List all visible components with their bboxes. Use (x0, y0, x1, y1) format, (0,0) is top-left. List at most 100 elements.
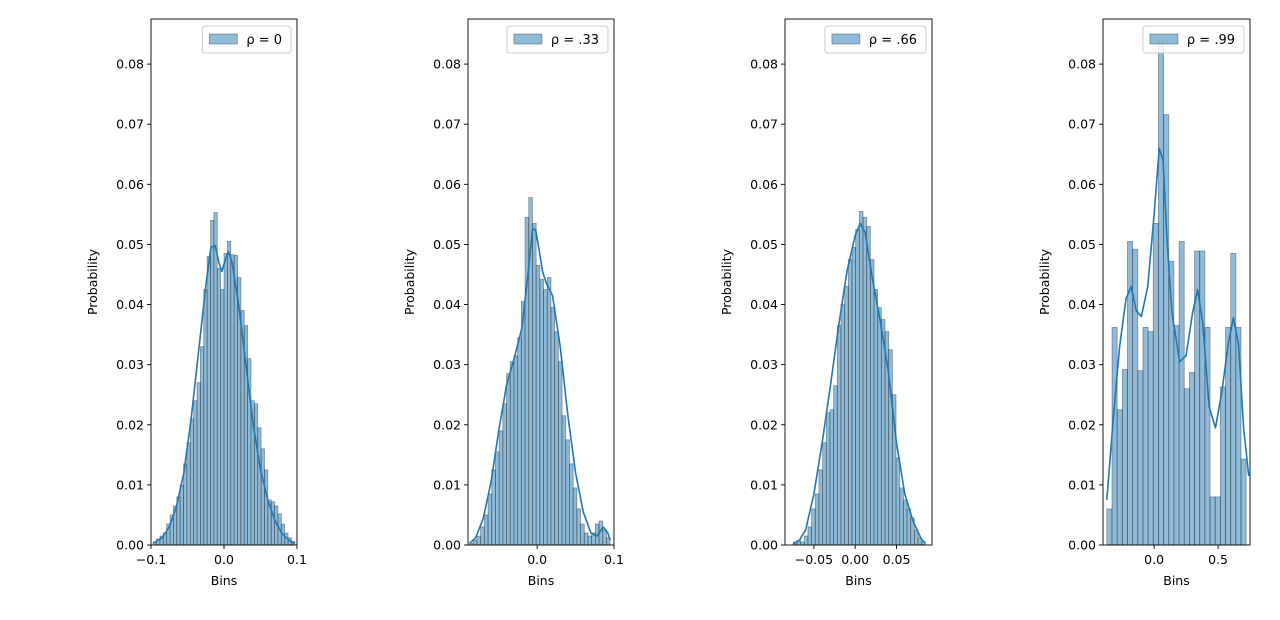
y-tick-label: 0.00 (750, 538, 778, 553)
histogram-bar (877, 307, 882, 546)
histogram-bar (472, 539, 478, 546)
y-tick-label: 0.07 (750, 117, 778, 132)
legend-box (824, 25, 927, 54)
histogram-bar (580, 523, 585, 546)
histogram-bar (1219, 386, 1226, 546)
histogram-bar (220, 289, 225, 546)
y-tick-label: 0.02 (433, 417, 461, 432)
y-tick-label: 0.04 (116, 297, 144, 312)
x-axis-label: Bins (845, 573, 871, 588)
y-axis-label: Probability (402, 248, 417, 315)
histogram-bar (506, 373, 511, 546)
kde-line (792, 222, 926, 545)
histogram-bar (1147, 331, 1154, 546)
histogram-bar (583, 532, 589, 546)
legend-label: ρ = 0 (246, 33, 282, 48)
x-tick-label: 0.0 (214, 552, 234, 567)
legend-swatch (831, 33, 861, 45)
y-tick-label: 0.08 (116, 57, 144, 72)
histogram-bar (818, 469, 824, 546)
y-tick-label: 0.06 (116, 177, 144, 192)
histogram-bar (183, 463, 188, 546)
histogram-bar (833, 385, 838, 546)
histogram-bar (502, 403, 507, 546)
histogram-bar (1209, 496, 1216, 546)
histogram-bar (873, 289, 879, 546)
histogram-bar (1116, 409, 1123, 546)
legend-box (1142, 25, 1245, 54)
histogram-bar (561, 415, 567, 546)
legend-swatch (513, 33, 543, 45)
histogram-bar (899, 487, 904, 546)
y-axis-label: Probability (85, 248, 100, 315)
axes-frame (467, 18, 615, 546)
x-tick-label: −0.05 (795, 552, 833, 567)
subplot-3: 0.00 0.01 0.02 0.03 0.04 0.05 0.06 0.07 0.08 −0.0… (719, 18, 933, 588)
y-tick-label: 0.02 (116, 417, 144, 432)
histogram-bar (822, 442, 827, 546)
histogram-bar (260, 448, 265, 546)
y-tick-label: 0.04 (433, 297, 461, 312)
histogram-bar (223, 253, 228, 546)
y-tick-label: 0.00 (1068, 538, 1096, 553)
histogram-bar (862, 216, 868, 546)
histogram-bar (1183, 388, 1190, 546)
histogram-bar (543, 289, 548, 546)
y-tick-label: 0.00 (116, 538, 144, 553)
x-axis-label: Bins (528, 573, 554, 588)
histogram-bar (800, 541, 805, 546)
histogram-bar (1106, 508, 1113, 546)
histogram-bar (814, 493, 820, 546)
x-axis-label: Bins (211, 573, 237, 588)
histogram-bar (203, 289, 208, 546)
histogram-bar (226, 241, 232, 546)
x-axis-label: Bins (1163, 573, 1189, 588)
histogram-bar (847, 259, 853, 546)
histogram-bar (1240, 458, 1247, 546)
legend-label: ρ = .99 (1187, 33, 1235, 48)
histogram-bar (851, 247, 857, 546)
histogram-bar (1152, 222, 1159, 546)
x-tick-label: 0.0 (527, 552, 547, 567)
y-axis-label: Probability (719, 248, 734, 315)
y-tick-label: 0.01 (1068, 477, 1096, 492)
histogram-bar (532, 222, 537, 546)
x-tick-label: 0.05 (883, 552, 911, 567)
histogram-bar (1121, 369, 1128, 546)
legend: ρ = .66 (824, 25, 927, 54)
y-tick-label: 0.08 (433, 57, 461, 72)
histogram-bar (880, 319, 886, 546)
histogram-bar (546, 277, 552, 546)
y-tick-label: 0.07 (1068, 117, 1096, 132)
x-tick-label: 0.1 (604, 552, 624, 567)
histogram-bar (495, 451, 500, 546)
y-axis-label: Probability (1037, 248, 1052, 315)
histogram-bar (858, 210, 864, 546)
histogram-bar (1214, 496, 1221, 546)
y-tick-label: 0.05 (750, 237, 778, 252)
histogram-bar (602, 529, 607, 546)
histogram-bar (844, 286, 849, 546)
y-tick-label: 0.01 (750, 477, 778, 492)
y-tick-label: 0.03 (750, 357, 778, 372)
histogram-bar (189, 418, 195, 546)
histogram-bar (572, 487, 578, 546)
histogram-bar (1158, 40, 1164, 546)
histogram-bar (230, 254, 235, 546)
histogram-bar (1189, 372, 1195, 546)
histogram-bar (517, 337, 522, 546)
subplot-4: 0.00 0.01 0.02 0.03 0.04 0.05 0.06 0.07 0.08 0.0 0… (1037, 18, 1251, 588)
histogram-bar (206, 256, 211, 546)
histogram-bar (1178, 241, 1185, 546)
histogram-bar (257, 427, 262, 546)
y-tick-label: 0.05 (1068, 237, 1096, 252)
histogram-bar (866, 225, 871, 546)
histogram-bar (491, 469, 496, 546)
kde-line (1106, 147, 1250, 500)
histogram-bar (869, 259, 875, 546)
histogram-bar (179, 484, 184, 546)
histogram-bar (199, 346, 205, 546)
histogram-bar (270, 501, 275, 546)
histogram-bar (1173, 325, 1180, 546)
histogram-bar (487, 493, 493, 546)
